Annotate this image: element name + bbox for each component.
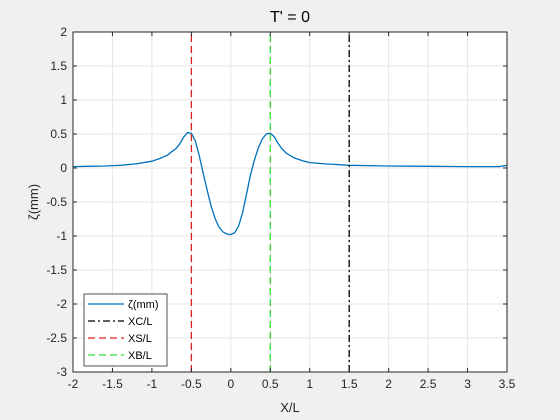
legend-entry: XB/L — [128, 350, 152, 362]
series-line — [73, 131, 507, 236]
y-tick-label: 2 — [60, 25, 67, 39]
y-tick-label: -1 — [56, 229, 67, 243]
x-tick-label: -1.5 — [102, 377, 123, 391]
x-tick-label: 1 — [306, 377, 313, 391]
legend-entry: XS/L — [128, 333, 152, 345]
x-tick-label: -1 — [147, 377, 158, 391]
x-axis-label: X/L — [280, 400, 300, 415]
y-tick-label: 0 — [60, 161, 67, 175]
y-tick-label: -2 — [56, 297, 67, 311]
x-tick-label: 1.5 — [341, 377, 358, 391]
legend: ζ(mm) XC/L XS/L XB/L — [83, 293, 168, 367]
y-axis-label: ζ(mm) — [26, 184, 41, 220]
x-tick-label: 2 — [385, 377, 392, 391]
legend-entry: ζ(mm) — [128, 299, 159, 311]
y-tick-label: -2.5 — [46, 331, 67, 345]
x-tick-label: 2.5 — [420, 377, 437, 391]
x-tick-label: -2 — [68, 377, 79, 391]
x-tick-label: 0 — [227, 377, 234, 391]
x-tick-label: 0.5 — [262, 377, 279, 391]
y-tick-label: 1.5 — [50, 59, 67, 73]
series-layer — [73, 32, 507, 372]
y-tick-label: -1.5 — [46, 263, 67, 277]
y-tick-label: 0.5 — [50, 127, 67, 141]
x-tick-label: 3.5 — [499, 377, 516, 391]
legend-box — [83, 293, 168, 367]
x-tick-label: -0.5 — [181, 377, 202, 391]
x-tick-label: 3 — [464, 377, 471, 391]
y-tick-label: -0.5 — [46, 195, 67, 209]
ticks — [72, 31, 508, 373]
legend-entry: XC/L — [128, 316, 152, 328]
y-tick-label: 1 — [60, 93, 67, 107]
chart-title: T' = 0 — [270, 9, 310, 26]
tick-labels: -2 -1.5 -1 -0.5 0 0.5 1 1.5 2 2.5 3 3.5 2 1.5 1 0.5 0 -0.… — [46, 25, 515, 391]
y-tick-label: -3 — [56, 365, 67, 379]
grid — [72, 31, 508, 373]
